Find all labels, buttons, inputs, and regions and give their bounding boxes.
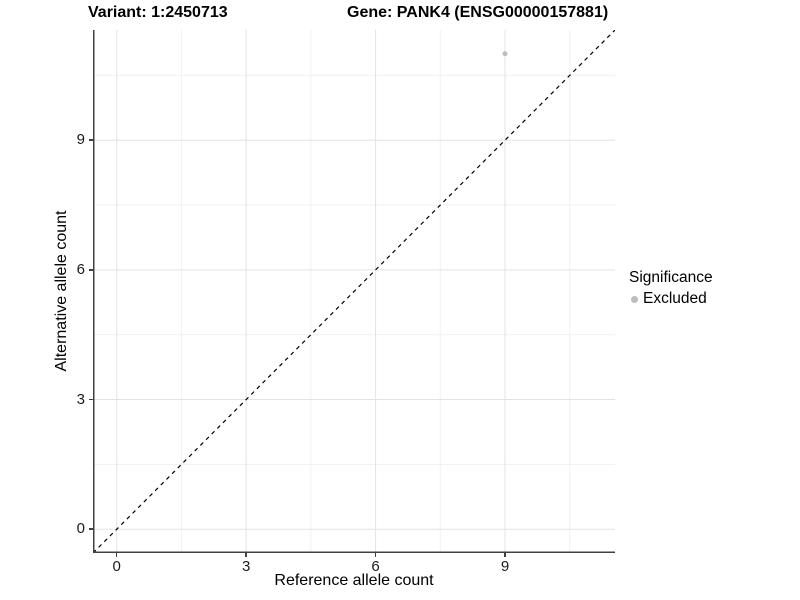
- y-tick-label: 3: [76, 390, 85, 408]
- y-tick-label: 9: [76, 131, 85, 149]
- x-tick-mark: [374, 553, 377, 557]
- y-tick-label: 6: [76, 260, 85, 278]
- x-tick-label: 3: [241, 558, 251, 575]
- identity-reference-line: [93, 30, 615, 553]
- y-tick-label: 0: [76, 520, 85, 538]
- legend-items: Excluded: [629, 290, 713, 308]
- y-axis-label: Alternative allele count: [53, 210, 70, 372]
- legend-key-dot-icon: [631, 295, 638, 303]
- y-tick-mark: [89, 139, 93, 141]
- x-axis-label: Reference allele count: [274, 572, 434, 589]
- y-tick-mark: [89, 528, 93, 530]
- x-tick-label: 9: [500, 558, 510, 575]
- legend-item: Excluded: [629, 290, 713, 308]
- x-tick-label: 0: [112, 558, 121, 575]
- y-tick-mark: [89, 269, 93, 271]
- legend-title: Significance: [629, 269, 713, 286]
- plot-panel: [93, 30, 615, 553]
- legend: Significance Excluded: [629, 269, 713, 308]
- x-tick-mark: [115, 553, 118, 557]
- legend-item-label: Excluded: [643, 290, 707, 307]
- y-tick-mark: [89, 398, 93, 401]
- x-tick-label: 6: [371, 558, 380, 575]
- plot-title-gene: Gene: PANK4 (ENSG00000157881): [347, 4, 609, 21]
- x-tick-mark: [504, 553, 506, 557]
- data-point-excluded: [502, 51, 508, 57]
- plot-title-variant: Variant: 1:2450713: [88, 4, 228, 21]
- x-tick-mark: [245, 553, 247, 557]
